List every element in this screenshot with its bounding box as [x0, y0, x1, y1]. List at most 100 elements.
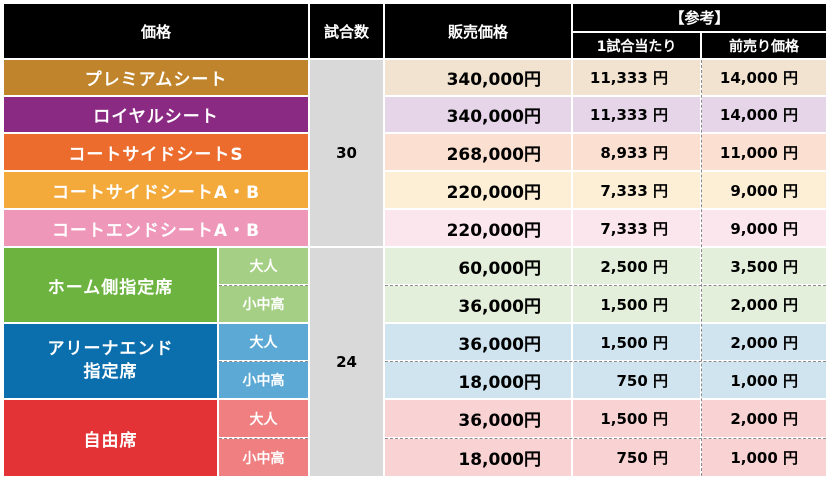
header-reference: 【参考】 — [573, 4, 826, 31]
seat-name-label: ロイヤルシート — [93, 107, 219, 127]
sale-price-value: 60,000円 — [458, 258, 541, 279]
per-game-cell: 750 円 — [573, 362, 700, 398]
header-price-class-label: 価格 — [140, 22, 171, 41]
sub-label-adult: 大人 — [219, 248, 308, 284]
sub-label-student: 小中高 — [219, 362, 308, 398]
presale-cell: 1,000 円 — [702, 362, 826, 398]
row-divider — [219, 285, 308, 286]
header-presale: 前売り価格 — [702, 33, 826, 58]
header-games: 試合数 — [310, 4, 383, 58]
per-game-value: 1,500 円 — [600, 333, 668, 352]
presale-cell: 14,000 円 — [702, 60, 826, 95]
sale-price-cell: 340,000円 — [385, 97, 571, 132]
per-game-value: 2,500 円 — [600, 257, 668, 276]
per-game-value: 11,333 円 — [589, 69, 668, 87]
presale-cell: 14,000 円 — [702, 97, 826, 132]
per-game-cell: 750 円 — [573, 439, 700, 476]
sale-price-value: 220,000円 — [446, 220, 541, 241]
presale-value: 3,500 円 — [730, 257, 798, 276]
per-game-cell: 7,333 円 — [573, 172, 700, 208]
presale-value: 14,000 円 — [719, 106, 798, 124]
sub-label-text: 大人 — [249, 335, 278, 351]
seat-name-courtside-ab: コートサイドシートA・B — [4, 172, 308, 208]
games-count-group1: 30 — [310, 60, 383, 246]
per-game-value: 1,500 円 — [600, 410, 668, 428]
header-presale-label: 前売り価格 — [729, 38, 799, 55]
header-reference-label: 【参考】 — [669, 9, 730, 27]
sale-price-cell: 36,000円 — [385, 286, 571, 322]
seat-name-unreserved: 自由席 — [4, 400, 217, 476]
seat-name-label: アリーナエンド — [47, 339, 174, 359]
presale-cell: 1,000 円 — [702, 439, 826, 476]
per-game-value: 7,333 円 — [600, 181, 668, 200]
per-game-cell: 7,333 円 — [573, 210, 700, 246]
presale-value: 14,000 円 — [719, 69, 798, 87]
per-game-cell: 11,333 円 — [573, 60, 700, 95]
presale-value: 9,000 円 — [730, 181, 798, 200]
header-sale-price: 販売価格 — [385, 4, 571, 58]
header-games-label: 試合数 — [323, 22, 369, 41]
header-sale-price-label: 販売価格 — [447, 22, 508, 41]
seat-name-royal: ロイヤルシート — [4, 97, 308, 132]
presale-cell: 2,000 円 — [702, 400, 826, 437]
presale-value: 2,000 円 — [730, 410, 798, 428]
sale-price-cell: 340,000円 — [385, 60, 571, 95]
seat-name-label: ホーム側指定席 — [47, 277, 174, 298]
sale-price-value: 36,000円 — [458, 296, 541, 317]
per-game-value: 8,933 円 — [600, 143, 668, 162]
seat-name-premium: プレミアムシート — [4, 60, 308, 95]
per-game-value: 750 円 — [616, 449, 668, 467]
seat-name-courtend-ab: コートエンドシートA・B — [4, 210, 308, 246]
sale-price-value: 220,000円 — [446, 182, 541, 203]
seat-name-arena-end-reserved: アリーナエンド 指定席 — [4, 324, 217, 398]
sale-price-value: 268,000円 — [446, 144, 541, 165]
per-game-value: 11,333 円 — [589, 106, 668, 124]
per-game-cell: 1,500 円 — [573, 324, 700, 360]
sub-label-text: 小中高 — [242, 297, 285, 313]
presale-cell: 11,000 円 — [702, 134, 826, 170]
sub-label-text: 大人 — [249, 411, 278, 428]
sale-price-value: 340,000円 — [446, 107, 541, 127]
row-divider — [219, 361, 308, 362]
seat-name-label: 自由席 — [83, 430, 138, 451]
sub-label-adult: 大人 — [219, 400, 308, 437]
sub-label-text: 大人 — [249, 259, 278, 275]
presale-value: 2,000 円 — [730, 333, 798, 352]
games-count-label: 30 — [336, 144, 357, 162]
per-game-value: 1,500 円 — [600, 295, 668, 314]
sale-price-cell: 18,000円 — [385, 439, 571, 476]
games-count-label: 24 — [336, 353, 357, 371]
presale-value: 2,000 円 — [730, 295, 798, 314]
sale-price-cell: 220,000円 — [385, 210, 571, 246]
sub-label-student: 小中高 — [219, 439, 308, 476]
per-game-value: 750 円 — [616, 371, 668, 390]
per-game-cell: 11,333 円 — [573, 97, 700, 132]
sale-price-cell: 36,000円 — [385, 324, 571, 360]
presale-value: 1,000 円 — [730, 449, 798, 467]
sub-label-text: 小中高 — [242, 373, 285, 389]
sale-price-value: 18,000円 — [458, 450, 541, 470]
header-price-class: 価格 — [4, 4, 308, 58]
row-divider — [385, 438, 826, 439]
sale-price-cell: 220,000円 — [385, 172, 571, 208]
per-game-cell: 8,933 円 — [573, 134, 700, 170]
row-divider — [219, 438, 308, 439]
header-per-game: 1試合当たり — [573, 33, 700, 58]
seat-name-label: プレミアムシート — [84, 70, 228, 90]
header-per-game-label: 1試合当たり — [596, 38, 677, 55]
seat-name-courtside-s: コートサイドシートS — [4, 134, 308, 170]
sale-price-cell: 60,000円 — [385, 248, 571, 284]
sub-label-adult: 大人 — [219, 324, 308, 360]
sub-label-text: 小中高 — [242, 450, 285, 467]
per-game-cell: 1,500 円 — [573, 400, 700, 437]
sale-price-value: 18,000円 — [458, 372, 541, 393]
row-divider — [385, 361, 826, 362]
sale-price-cell: 268,000円 — [385, 134, 571, 170]
seat-name-label: コートサイドシートA・B — [51, 182, 261, 203]
presale-cell: 3,500 円 — [702, 248, 826, 284]
sale-price-value: 36,000円 — [458, 411, 541, 431]
presale-cell: 2,000 円 — [702, 286, 826, 322]
seat-name-label: コートサイドシートS — [68, 144, 244, 165]
seat-name-home-reserved: ホーム側指定席 — [4, 248, 217, 322]
presale-value: 1,000 円 — [730, 371, 798, 390]
